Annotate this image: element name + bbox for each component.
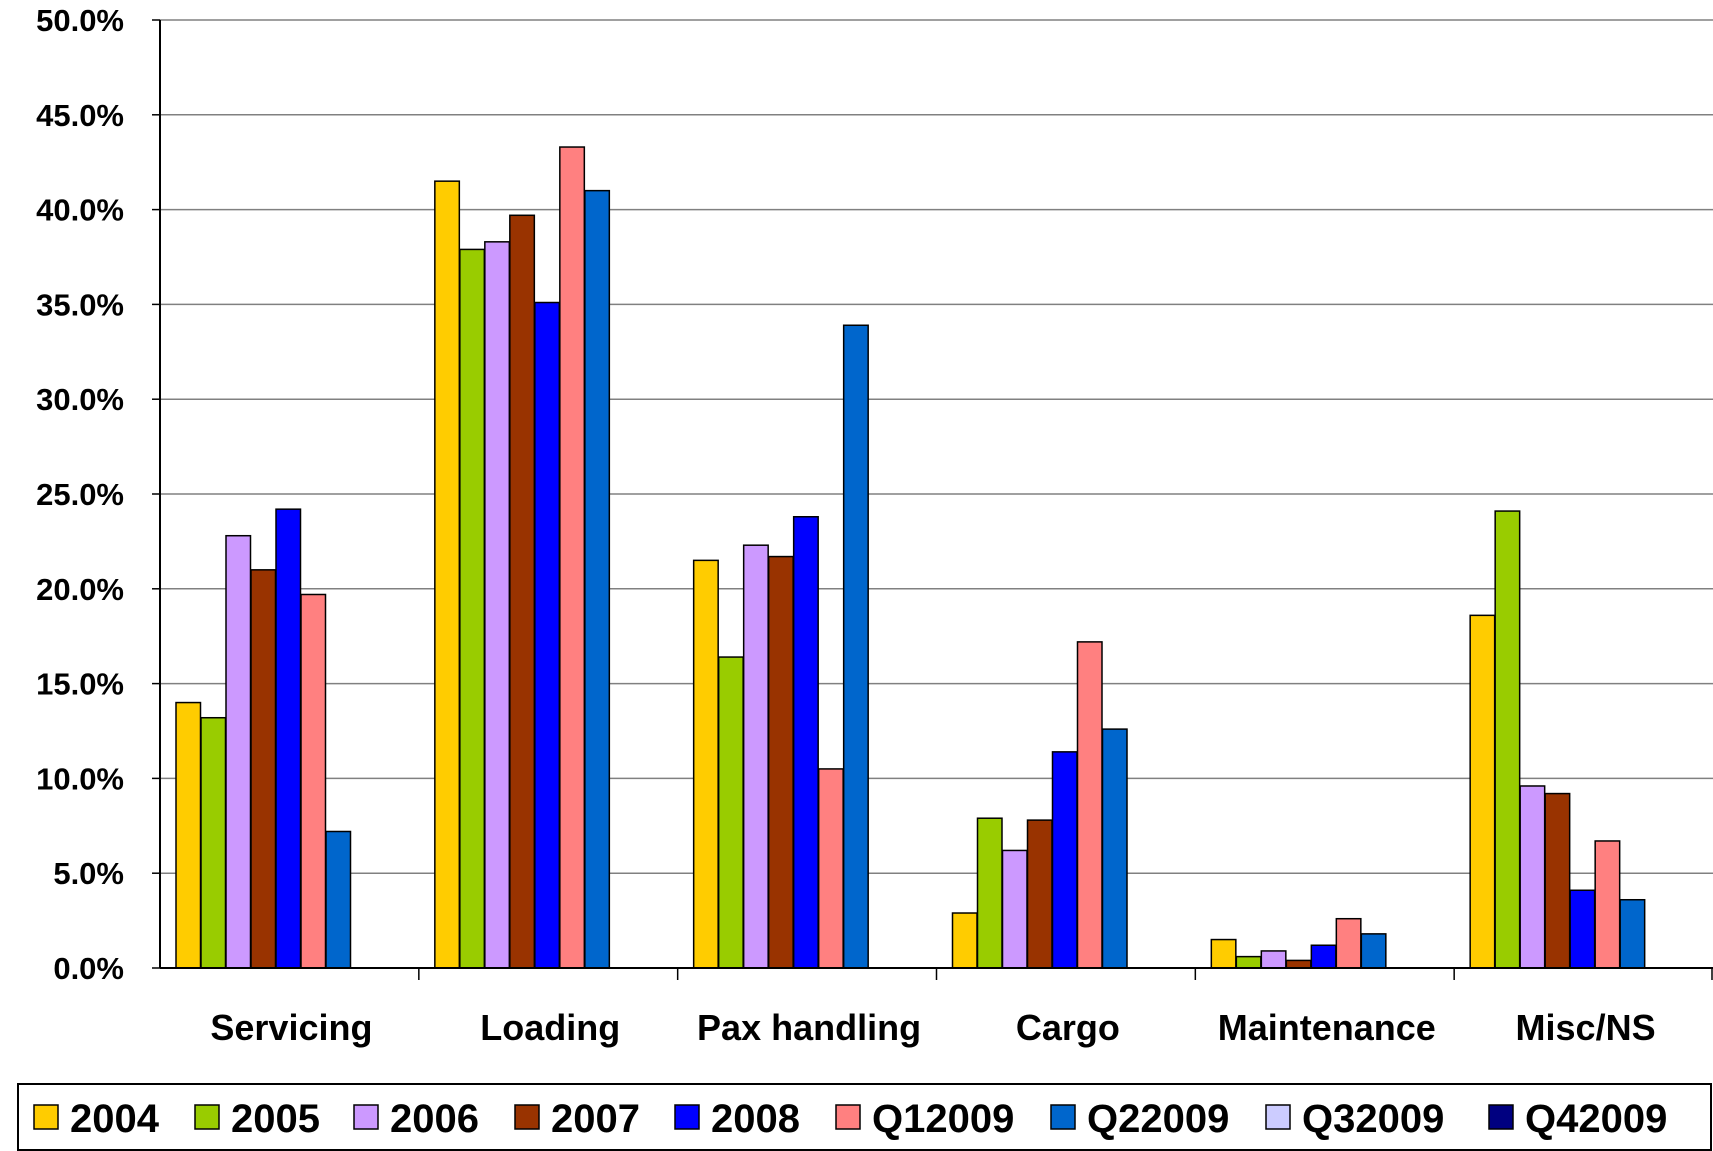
legend-label: 2004 [70, 1097, 160, 1141]
bar-cargo-2004 [951, 912, 978, 969]
y-tick-label: 40.0% [36, 193, 124, 228]
legend-swatch [1050, 1104, 1076, 1130]
legend-swatch [835, 1104, 861, 1130]
bar-cargo-2008 [1051, 751, 1078, 969]
category-label: Pax handling [697, 1007, 921, 1048]
bar-servicing-2008 [275, 508, 302, 969]
legend-swatch [353, 1104, 379, 1130]
bar-loading-2006 [484, 241, 511, 969]
bar-servicing-2006 [225, 534, 252, 969]
bar-cargo-2006 [1001, 849, 1028, 969]
bar-misc-ns-2008 [1569, 889, 1596, 969]
bar-misc-ns-2007 [1544, 792, 1571, 969]
legend-label: Q22009 [1087, 1097, 1229, 1141]
bar-cargo-2007 [1026, 819, 1053, 969]
bar-servicing-2004 [175, 701, 202, 969]
legend-label: 2007 [551, 1097, 640, 1141]
y-tick-label: 25.0% [36, 477, 124, 512]
bar-pax-handling-2005 [717, 656, 744, 969]
bar-cargo-q22009 [1101, 728, 1128, 969]
bar-cargo-2005 [976, 817, 1003, 969]
bar-servicing-q12009 [300, 593, 327, 969]
bar-loading-2005 [459, 248, 486, 969]
gridlines [160, 19, 1713, 874]
legend-label: 2005 [231, 1097, 320, 1141]
legend-swatch [1488, 1104, 1514, 1130]
category-labels: Servicing Loading Pax handling Cargo Mainten… [210, 1007, 1655, 1048]
bar-pax-handling-q22009 [842, 324, 869, 969]
legend-swatch [514, 1104, 540, 1130]
legend-label: 2006 [390, 1097, 479, 1141]
legend-box [17, 1083, 1712, 1151]
bar-maintenance-2004 [1210, 938, 1237, 969]
bar-maintenance-2006 [1260, 950, 1287, 969]
bar-misc-ns-2004 [1469, 614, 1496, 969]
bar-loading-2008 [534, 301, 561, 969]
bar-misc-ns-2006 [1519, 785, 1546, 969]
legend-swatch [1265, 1104, 1291, 1130]
category-label: Misc/NS [1516, 1007, 1656, 1048]
legend-label: Q32009 [1302, 1097, 1444, 1141]
category-label: Maintenance [1218, 1007, 1436, 1048]
bar-cargo-q12009 [1076, 641, 1103, 969]
bar-pax-handling-q12009 [817, 768, 844, 969]
legend-swatch [33, 1104, 59, 1130]
category-label: Loading [480, 1007, 620, 1048]
bar-pax-handling-2006 [742, 544, 769, 969]
legend-swatch [674, 1104, 700, 1130]
y-tick-label: 35.0% [36, 287, 124, 322]
bar-loading-q22009 [584, 189, 611, 969]
y-tick-label: 0.0% [53, 951, 124, 986]
bar-maintenance-2008 [1310, 944, 1337, 969]
y-tick-label: 15.0% [36, 667, 124, 702]
legend: 2004 2005 2006 2007 2008 Q12009 Q22009 Q32009 Q4… [17, 1083, 1712, 1151]
bar-loading-q12009 [559, 146, 586, 969]
axes [152, 19, 1713, 980]
bar-loading-2007 [509, 214, 536, 969]
bar-misc-ns-q12009 [1594, 840, 1621, 969]
category-label: Servicing [210, 1007, 372, 1048]
bar-loading-2004 [434, 180, 461, 969]
bar-servicing-q22009 [325, 830, 352, 969]
category-label: Cargo [1016, 1007, 1120, 1048]
bar-maintenance-q12009 [1335, 917, 1362, 969]
legend-swatch [194, 1104, 220, 1130]
y-tick-label: 20.0% [36, 572, 124, 607]
legend-label: Q42009 [1525, 1097, 1667, 1141]
y-tick-label: 50.0% [36, 3, 124, 38]
bar-maintenance-2005 [1235, 955, 1262, 969]
bar-maintenance-2007 [1285, 959, 1312, 969]
bar-servicing-2007 [250, 569, 277, 969]
y-tick-label: 45.0% [36, 98, 124, 133]
y-tick-labels: 0.0% 5.0% 10.0% 15.0% 20.0% 25.0% 30.0% 35.0% 40… [36, 3, 124, 986]
bar-maintenance-q22009 [1360, 933, 1387, 969]
legend-label: 2008 [711, 1097, 800, 1141]
y-tick-label: 10.0% [36, 761, 124, 796]
bars [175, 146, 1646, 969]
bar-servicing-2005 [200, 716, 227, 969]
bar-misc-ns-q22009 [1619, 898, 1646, 969]
legend-label: Q12009 [872, 1097, 1014, 1141]
y-tick-label: 30.0% [36, 382, 124, 417]
bar-pax-handling-2007 [767, 555, 794, 969]
bar-pax-handling-2004 [692, 559, 719, 969]
y-tick-label: 5.0% [53, 856, 124, 891]
bar-pax-handling-2008 [792, 516, 819, 969]
bar-misc-ns-2005 [1494, 510, 1521, 969]
